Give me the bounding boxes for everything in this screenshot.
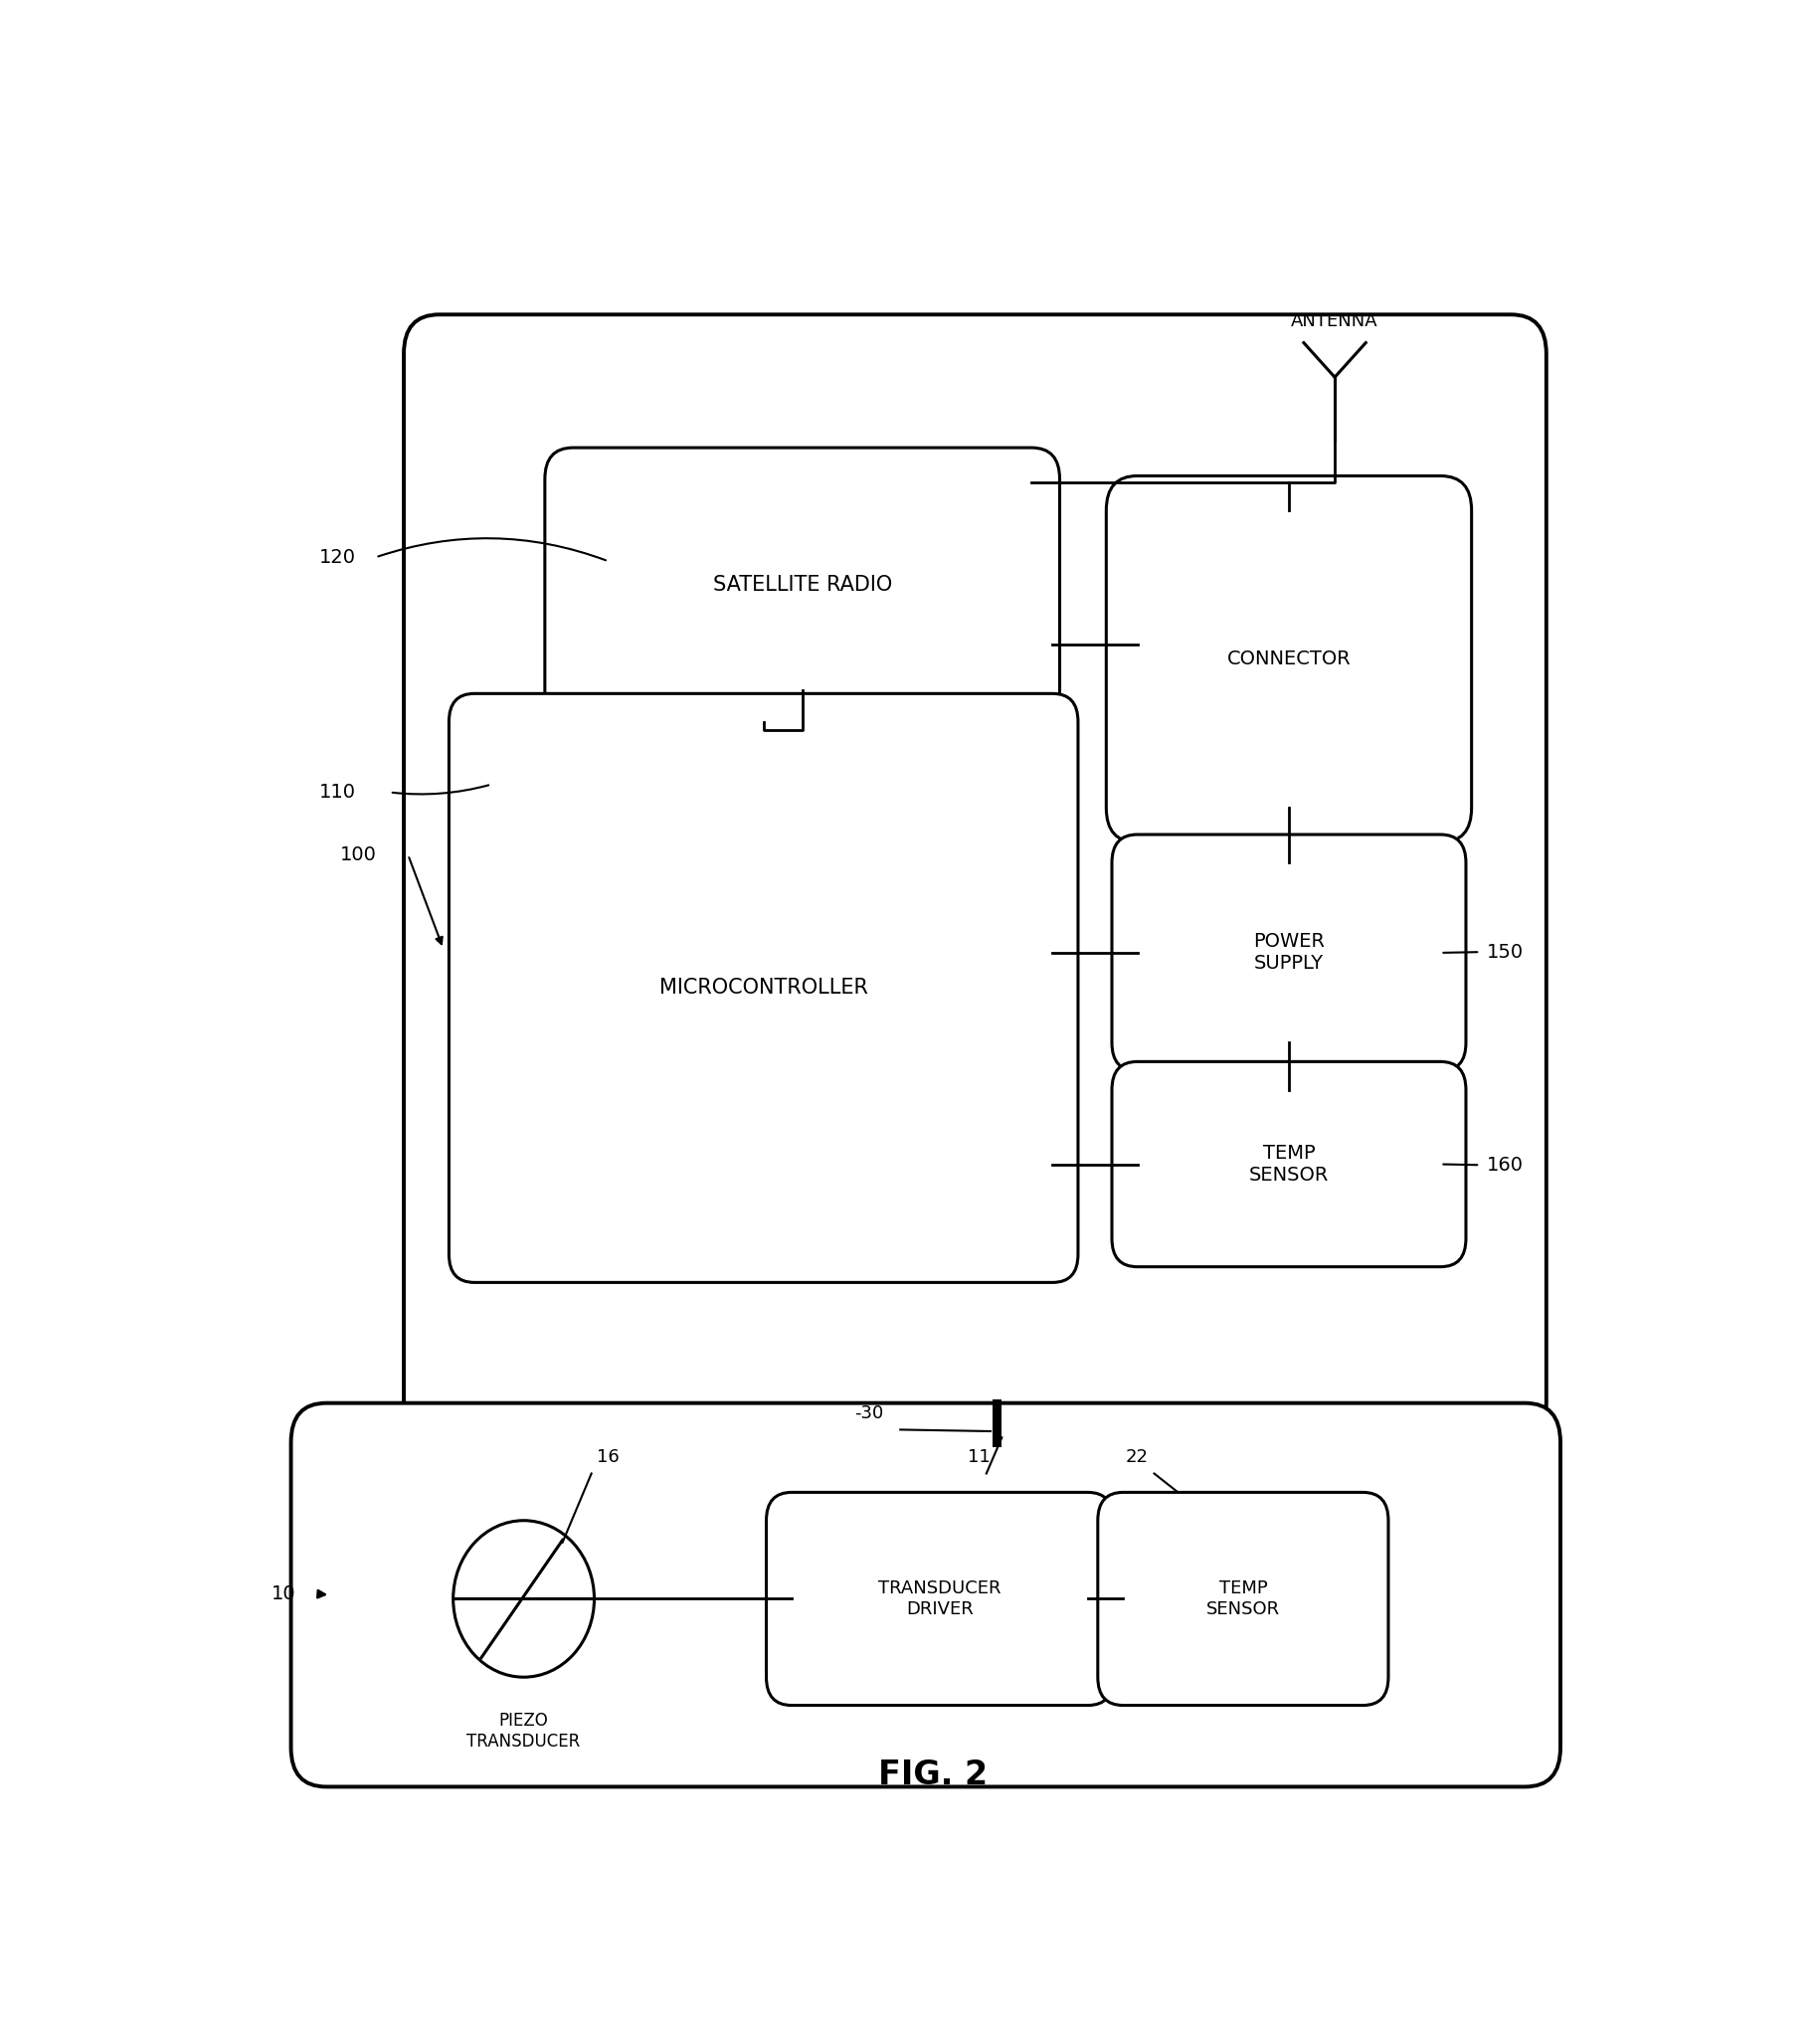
Text: PIEZO
TRANSDUCER: PIEZO TRANSDUCER	[468, 1711, 581, 1749]
Text: 110: 110	[318, 783, 357, 801]
Text: POWER
SUPPLY: POWER SUPPLY	[1254, 932, 1325, 972]
FancyBboxPatch shape	[404, 315, 1547, 1442]
Text: ANTENNA: ANTENNA	[1290, 313, 1378, 330]
Text: CONNECTOR: CONNECTOR	[1227, 649, 1350, 669]
Text: 10: 10	[271, 1584, 297, 1603]
Text: TRANSDUCER
DRIVER: TRANSDUCER DRIVER	[879, 1580, 1001, 1619]
Text: 16: 16	[597, 1448, 619, 1467]
Text: 120: 120	[318, 547, 357, 567]
Text: 160: 160	[1487, 1155, 1523, 1174]
Text: SATELLITE RADIO: SATELLITE RADIO	[713, 576, 892, 594]
Text: 150: 150	[1487, 942, 1523, 962]
Text: MICROCONTROLLER: MICROCONTROLLER	[659, 978, 868, 999]
FancyBboxPatch shape	[1097, 1493, 1389, 1704]
FancyBboxPatch shape	[544, 447, 1059, 722]
Text: TEMP
SENSOR: TEMP SENSOR	[1207, 1580, 1279, 1619]
Text: 11: 11	[968, 1448, 990, 1467]
Text: TEMP
SENSOR: TEMP SENSOR	[1249, 1143, 1329, 1184]
FancyBboxPatch shape	[291, 1403, 1560, 1786]
FancyBboxPatch shape	[766, 1493, 1114, 1704]
FancyBboxPatch shape	[1112, 1062, 1465, 1267]
Text: FIG. 2: FIG. 2	[877, 1759, 988, 1792]
FancyBboxPatch shape	[1112, 834, 1465, 1072]
FancyBboxPatch shape	[1107, 476, 1472, 842]
Text: 22: 22	[1127, 1448, 1148, 1467]
Text: 100: 100	[340, 846, 377, 864]
Text: -30: -30	[855, 1403, 885, 1422]
FancyBboxPatch shape	[450, 694, 1077, 1283]
